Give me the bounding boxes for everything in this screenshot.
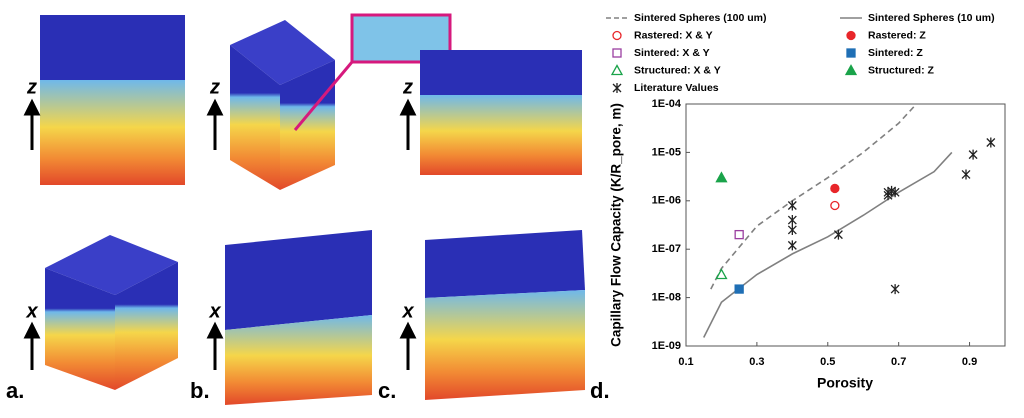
block-body bbox=[420, 95, 582, 175]
marker bbox=[787, 224, 797, 235]
direction-label: x bbox=[401, 300, 414, 322]
y-tick-label: 1E-05 bbox=[652, 146, 681, 158]
legend-label: Sintered Spheres (100 um) bbox=[634, 12, 766, 24]
legend-item: Sintered Spheres (10 um) bbox=[840, 12, 995, 24]
block-face bbox=[45, 268, 115, 390]
block-top bbox=[225, 230, 372, 330]
direction-label: z bbox=[26, 76, 37, 98]
marker bbox=[734, 229, 744, 240]
marker bbox=[961, 169, 971, 180]
marker bbox=[968, 149, 978, 160]
plot-frame bbox=[685, 103, 1006, 347]
marker bbox=[830, 183, 840, 194]
y-axis-title: Capillary Flow Capacity (K/R_pore, m) bbox=[609, 103, 624, 347]
marker bbox=[844, 64, 858, 76]
legend-item: Sintered: Z bbox=[846, 47, 923, 59]
block-body bbox=[425, 290, 585, 400]
inset-pointer bbox=[293, 61, 354, 131]
direction-label: x bbox=[25, 300, 38, 322]
marker bbox=[986, 137, 996, 148]
legend-item: Rastered: X & Y bbox=[612, 29, 713, 41]
marker bbox=[890, 284, 900, 295]
block-body bbox=[40, 80, 185, 185]
block-face bbox=[115, 262, 178, 390]
block-top bbox=[40, 15, 185, 80]
marker bbox=[715, 171, 728, 183]
legend-label: Sintered: X & Y bbox=[634, 47, 710, 59]
panel-label: d. bbox=[590, 378, 610, 403]
x-axis-title: Porosity bbox=[817, 375, 873, 391]
direction-label: z bbox=[402, 76, 413, 98]
direction-label: x bbox=[208, 300, 221, 322]
series-line bbox=[710, 103, 917, 290]
x-tick-label: 0.1 bbox=[678, 356, 693, 368]
panel-label: c. bbox=[378, 378, 396, 403]
block-top bbox=[425, 230, 585, 298]
legend-item: Sintered Spheres (100 um) bbox=[606, 12, 766, 24]
y-tick-label: 1E-09 bbox=[652, 340, 681, 352]
marker bbox=[715, 268, 728, 280]
block-body bbox=[225, 315, 372, 405]
x-tick-label: 0.7 bbox=[891, 356, 906, 368]
legend-item: Sintered: X & Y bbox=[612, 47, 710, 59]
y-tick-label: 1E-08 bbox=[652, 292, 681, 304]
marker bbox=[787, 240, 797, 251]
legend-label: Literature Values bbox=[634, 82, 719, 94]
direction-arrows bbox=[23, 98, 417, 370]
marker bbox=[612, 48, 622, 58]
marker bbox=[612, 83, 622, 93]
x-tick-label: 0.3 bbox=[749, 356, 764, 368]
legend-label: Rastered: Z bbox=[868, 29, 926, 41]
y-tick-label: 1E-06 bbox=[652, 195, 681, 207]
direction-label: z bbox=[209, 76, 220, 98]
marker bbox=[610, 64, 624, 76]
x-tick-label: 0.5 bbox=[820, 356, 835, 368]
legend-label: Rastered: X & Y bbox=[634, 29, 713, 41]
block-top bbox=[420, 50, 582, 95]
legend-label: Sintered: Z bbox=[868, 47, 923, 59]
legend-label: Structured: X & Y bbox=[634, 64, 721, 76]
marker bbox=[890, 187, 900, 198]
block-face bbox=[280, 60, 335, 190]
marker bbox=[846, 30, 856, 41]
marker bbox=[787, 215, 797, 226]
legend-label: Structured: Z bbox=[868, 64, 935, 76]
marker bbox=[734, 284, 744, 294]
y-tick-label: 1E-07 bbox=[652, 243, 681, 255]
renders bbox=[40, 13, 585, 405]
legend-item: Literature Values bbox=[612, 82, 719, 94]
marker bbox=[612, 30, 622, 41]
series-line bbox=[703, 151, 953, 338]
marker bbox=[833, 229, 843, 240]
legend-item: Structured: Z bbox=[844, 64, 935, 76]
y-tick-label: 1E-04 bbox=[652, 98, 682, 110]
legend-label: Sintered Spheres (10 um) bbox=[868, 12, 995, 24]
marker bbox=[846, 48, 856, 58]
legend-item: Structured: X & Y bbox=[610, 64, 721, 76]
panel-label: a. bbox=[6, 378, 24, 403]
x-tick-label: 0.9 bbox=[962, 356, 977, 368]
block-face bbox=[230, 45, 280, 190]
panel-label: b. bbox=[190, 378, 210, 403]
marker bbox=[830, 200, 840, 211]
block-top bbox=[45, 235, 178, 295]
marker bbox=[787, 200, 797, 211]
legend-item: Rastered: Z bbox=[846, 29, 926, 41]
block-top bbox=[230, 20, 335, 85]
